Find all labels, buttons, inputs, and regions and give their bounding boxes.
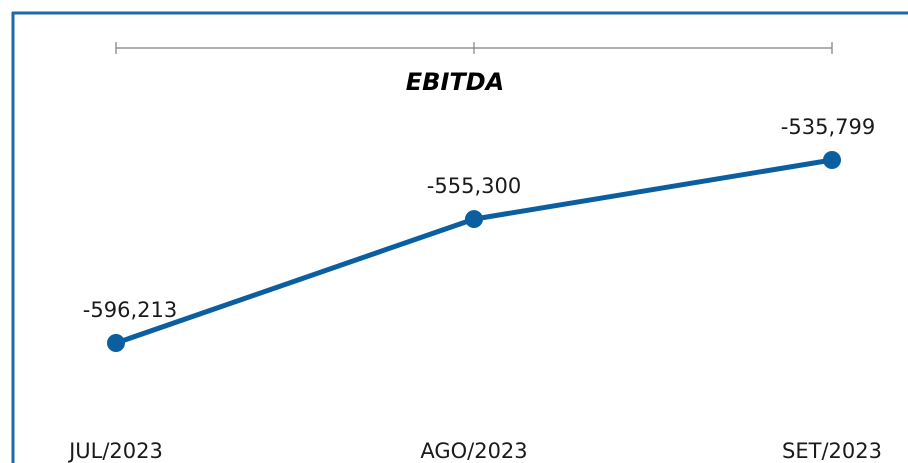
category-labels: JUL/2023 AGO/2023 SET/2023	[67, 439, 882, 463]
data-points	[107, 151, 841, 352]
data-label: -555,300	[427, 174, 521, 198]
category-label: SET/2023	[782, 439, 882, 463]
category-bracket	[115, 42, 833, 54]
category-label: AGO/2023	[420, 439, 527, 463]
data-labels: -596,213 -555,300 -535,799	[83, 115, 875, 322]
data-label: -535,799	[781, 115, 875, 139]
data-point	[823, 151, 841, 169]
chart-title: EBITDA	[406, 68, 504, 96]
category-label: JUL/2023	[67, 439, 163, 463]
data-point	[465, 210, 483, 229]
data-label: -596,213	[83, 298, 177, 322]
data-point	[107, 334, 125, 352]
